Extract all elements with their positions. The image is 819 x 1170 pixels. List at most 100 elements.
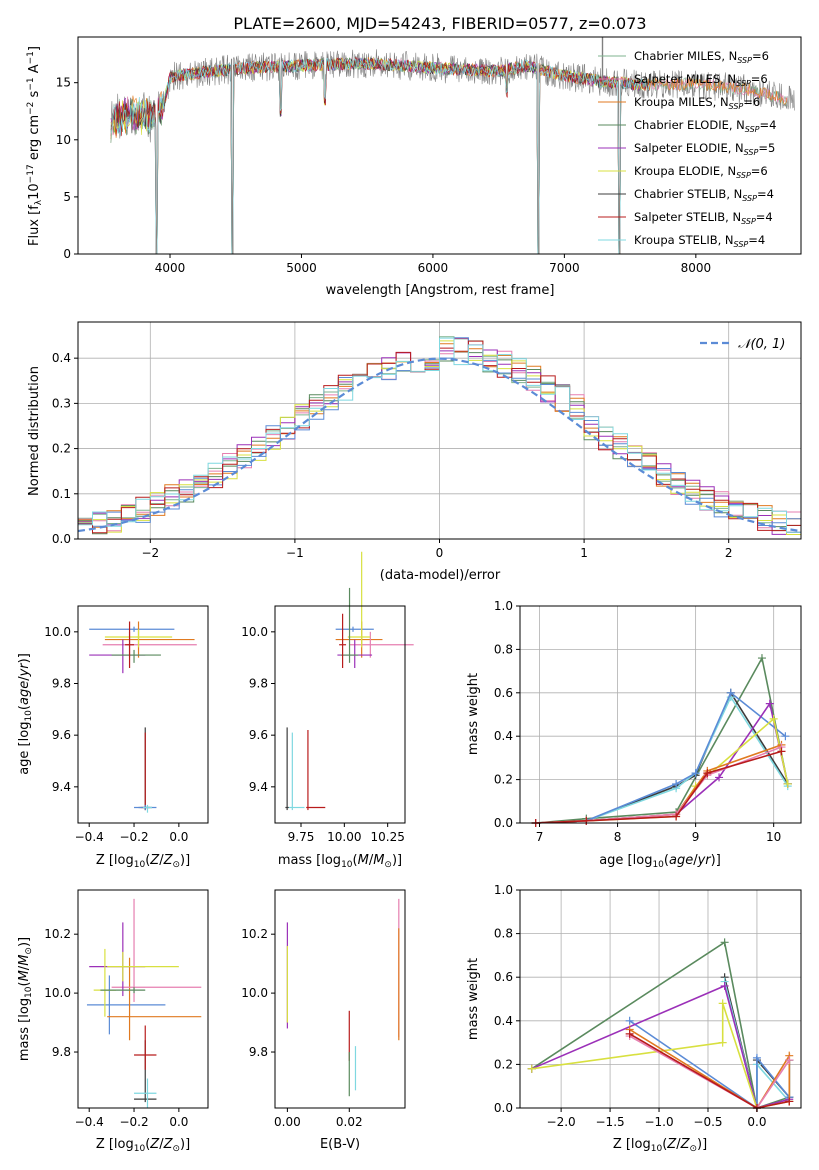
- spectrum-ylabel: Flux [fλ10−17 erg cm−2 s−1 A−1]: [26, 46, 44, 246]
- model-spectrum-line-3: [110, 57, 788, 254]
- mass-weight-vs-age-ytick-label: 0.2: [494, 773, 513, 787]
- mass-vs-metallicity-ytick-label: 10.2: [44, 927, 71, 941]
- age-vs-metallicity-ytick-label: 9.6: [52, 728, 71, 742]
- histogram-panel: −2 −1 0 1 2 0.0 0.1 0.2 0.3 0.4 (data-model)/erro…: [27, 321, 802, 583]
- spectrum-lines: [110, 37, 795, 254]
- mass-weight-vs-metallicity-point-marker: [527, 1064, 536, 1073]
- age-vs-mass-xtick-label: 10.00: [327, 830, 361, 844]
- mass-weight-vs-age-ytick-label: 1.0: [494, 599, 513, 613]
- histogram-ytick-label: 0.3: [52, 396, 71, 410]
- mass-vs-extinction-ticks: 0.00 0.02 9.8 10.0 10.2: [241, 927, 362, 1129]
- age-vs-mass-panel: 9.75 10.00 10.25 9.4 9.6 9.8 10.0 mass [log10(…: [241, 551, 414, 870]
- age-vs-metallicity-ticks: −0.4 −0.2 0.0 9.4 9.6 9.8 10.0: [44, 625, 188, 844]
- mass-vs-extinction-ytick-label: 10.0: [241, 986, 268, 1000]
- mass-weight-vs-metallicity-point-marker: [720, 981, 729, 990]
- mass-weight-vs-metallicity-point-marker: [785, 1097, 794, 1106]
- mass-weight-vs-age-point-marker: [783, 779, 792, 788]
- mass-weight-vs-age-series-line: [535, 701, 789, 824]
- mass-weight-vs-age-panel: 7 8 9 10 0.0 0.2 0.4 0.6 0.8 1.0 age [log10(age/y…: [466, 599, 802, 870]
- spectrum-xtick-label: 7000: [549, 261, 580, 275]
- histogram-xtick-label: 2: [725, 546, 733, 560]
- mass-weight-vs-metallicity-point-marker: [625, 1029, 634, 1038]
- histogram-ytick-label: 0.0: [52, 532, 71, 546]
- mass-weight-vs-metallicity-ytick-label: 0.2: [494, 1057, 513, 1071]
- age-vs-metallicity-errorbars: [89, 621, 197, 813]
- model-spectrum-line-5: [110, 57, 650, 254]
- mass-weight-vs-age-xtick-label: 10: [766, 830, 781, 844]
- histogram-step-line: [78, 338, 801, 535]
- mass-vs-extinction-errorbars: [286, 898, 400, 1097]
- mass-weight-vs-metallicity-panel: −2.0 −1.5 −1.0 −0.5 0.0 0.0 0.2 0.4 0.6 0.8 1.0 Z …: [466, 883, 802, 1154]
- mass-weight-vs-metallicity-xlabel: Z [log10(Z/Z⊙)]: [613, 1137, 707, 1154]
- mass-weight-vs-age-point-marker: [703, 769, 712, 778]
- mass-weight-vs-age-point-marker: [777, 747, 786, 756]
- spectrum-ytick-label: 10: [56, 133, 71, 147]
- spectrum-legend-entry: Chabrier MILES, NSSP=6: [634, 49, 769, 65]
- mass-weight-vs-age-point-marker: [691, 769, 700, 778]
- model-spectrum-line-6: [110, 57, 650, 254]
- histogram-steps: [78, 336, 801, 535]
- spectrum-xtick-label: 6000: [418, 261, 449, 275]
- age-vs-metallicity-ylabel: age [log10(age/yr)]: [17, 653, 34, 775]
- mass-vs-extinction-frame: [274, 889, 406, 1109]
- mass-weight-vs-age-ytick-label: 0.4: [494, 729, 513, 743]
- age-vs-metallicity-frame: [77, 605, 209, 824]
- spectrum-panel: 4000 5000 6000 7000 8000 0 5 10 15 wavelength [A…: [26, 36, 802, 298]
- model-spectrum-line-9: [110, 57, 650, 254]
- mass-weight-vs-age-lines: [531, 654, 792, 827]
- mass-vs-metallicity-xtick-label: −0.4: [75, 1115, 104, 1129]
- mass-weight-vs-age-point-marker: [672, 812, 681, 821]
- mass-weight-vs-age-ytick-label: 0.6: [494, 686, 513, 700]
- spectrum-ytick-label: 0: [63, 247, 71, 261]
- mass-weight-vs-metallicity-point-marker: [720, 938, 729, 947]
- mass-weight-vs-metallicity-series-line: [629, 1028, 791, 1110]
- mass-weight-vs-age-point-marker: [757, 654, 766, 663]
- mass-vs-metallicity-xtick-label: −0.2: [119, 1115, 148, 1129]
- gaussian-reference-curve: [77, 357, 802, 533]
- mass-weight-vs-age-xlabel: age [log10(age/yr)]: [599, 853, 721, 870]
- histogram-xtick-label: −1: [286, 546, 304, 560]
- mass-weight-vs-age-point-marker: [715, 773, 724, 782]
- mass-vs-metallicity-panel: −0.4 −0.2 0.0 9.8 10.0 10.2 Z [log10(Z/Z⊙)] m…: [17, 889, 209, 1154]
- spectrum-xlabel: wavelength [Angstrom, rest frame]: [326, 283, 555, 298]
- histogram-xlabel: (data-model)/error: [380, 568, 501, 583]
- mass-vs-metallicity-xtick-label: 0.0: [169, 1115, 188, 1129]
- mass-vs-extinction-panel: 0.00 0.02 9.8 10.0 10.2 E(B-V): [241, 889, 406, 1152]
- mass-weight-vs-metallicity-frame: [519, 889, 802, 1109]
- mass-weight-vs-metallicity-xtick-label: −2.0: [547, 1115, 576, 1129]
- histogram-ytick-label: 0.2: [52, 442, 71, 456]
- model-spectrum-line-8: [110, 57, 650, 254]
- mass-weight-vs-metallicity-series-line: [531, 984, 790, 1109]
- age-vs-mass-ytick-label: 10.0: [241, 625, 268, 639]
- mass-vs-metallicity-errorbars: [86, 898, 202, 1108]
- mass-weight-vs-age-series-line: [535, 744, 782, 824]
- mass-weight-vs-metallicity-series-line: [629, 1035, 790, 1110]
- mass-vs-metallicity-ytick-label: 9.8: [52, 1045, 71, 1059]
- spectrum-frame: [77, 36, 802, 255]
- mass-weight-vs-metallicity-point-marker: [752, 1053, 761, 1062]
- mass-vs-metallicity-ylabel: mass [log10(M/M⊙)]: [17, 937, 34, 1061]
- spectrum-legend: Chabrier MILES, NSSP=6 Salpeter MILES, NS…: [598, 49, 776, 249]
- mass-weight-vs-age-xtick-label: 8: [614, 830, 622, 844]
- age-vs-mass-ytick-label: 9.6: [249, 728, 268, 742]
- mass-vs-metallicity-frame: [77, 889, 209, 1109]
- spectrum-legend-entry: Salpeter ELODIE, NSSP=5: [634, 141, 775, 157]
- model-spectrum-line-7: [110, 57, 650, 254]
- spectrum-ticks: 4000 5000 6000 7000 8000 0 5 10 15: [56, 76, 711, 275]
- mass-weight-vs-age-ytick-label: 0.0: [494, 816, 513, 830]
- age-vs-mass-xlabel: mass [log10(M/M⊙)]: [278, 853, 402, 870]
- histogram-xtick-label: −2: [141, 546, 159, 560]
- spectrum-legend-entry: Kroupa ELODIE, NSSP=6: [634, 164, 768, 180]
- mass-weight-vs-age-ytick-label: 0.8: [494, 642, 513, 656]
- age-vs-mass-xtick-label: 9.75: [288, 830, 315, 844]
- spectrum-legend-entry: Kroupa MILES, NSSP=6: [634, 95, 760, 111]
- mass-weight-vs-metallicity-ytick-label: 0.6: [494, 970, 513, 984]
- histogram-xtick-label: 0: [436, 546, 444, 560]
- mass-weight-vs-metallicity-point-marker: [718, 999, 727, 1008]
- mass-weight-vs-metallicity-point-marker: [625, 1016, 634, 1025]
- mass-weight-vs-metallicity-ytick-label: 0.4: [494, 1014, 513, 1028]
- age-vs-mass-xtick-label: 10.25: [370, 830, 404, 844]
- histogram-ytick-label: 0.4: [52, 351, 71, 365]
- mass-vs-extinction-xtick-label: 0.00: [274, 1115, 301, 1129]
- mass-weight-vs-age-point-marker: [726, 688, 735, 697]
